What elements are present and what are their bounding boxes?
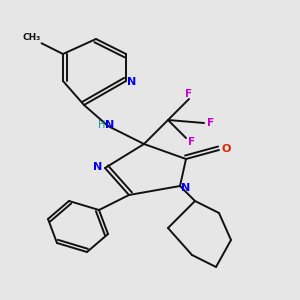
Text: N: N xyxy=(127,76,136,87)
Text: F: F xyxy=(207,118,214,128)
Text: CH₃: CH₃ xyxy=(22,33,40,42)
Text: N: N xyxy=(105,120,114,130)
Text: N: N xyxy=(182,183,190,194)
Text: O: O xyxy=(222,143,231,154)
Text: F: F xyxy=(185,89,193,100)
Text: F: F xyxy=(188,137,195,147)
Text: N: N xyxy=(93,161,102,172)
Text: H: H xyxy=(98,120,105,130)
